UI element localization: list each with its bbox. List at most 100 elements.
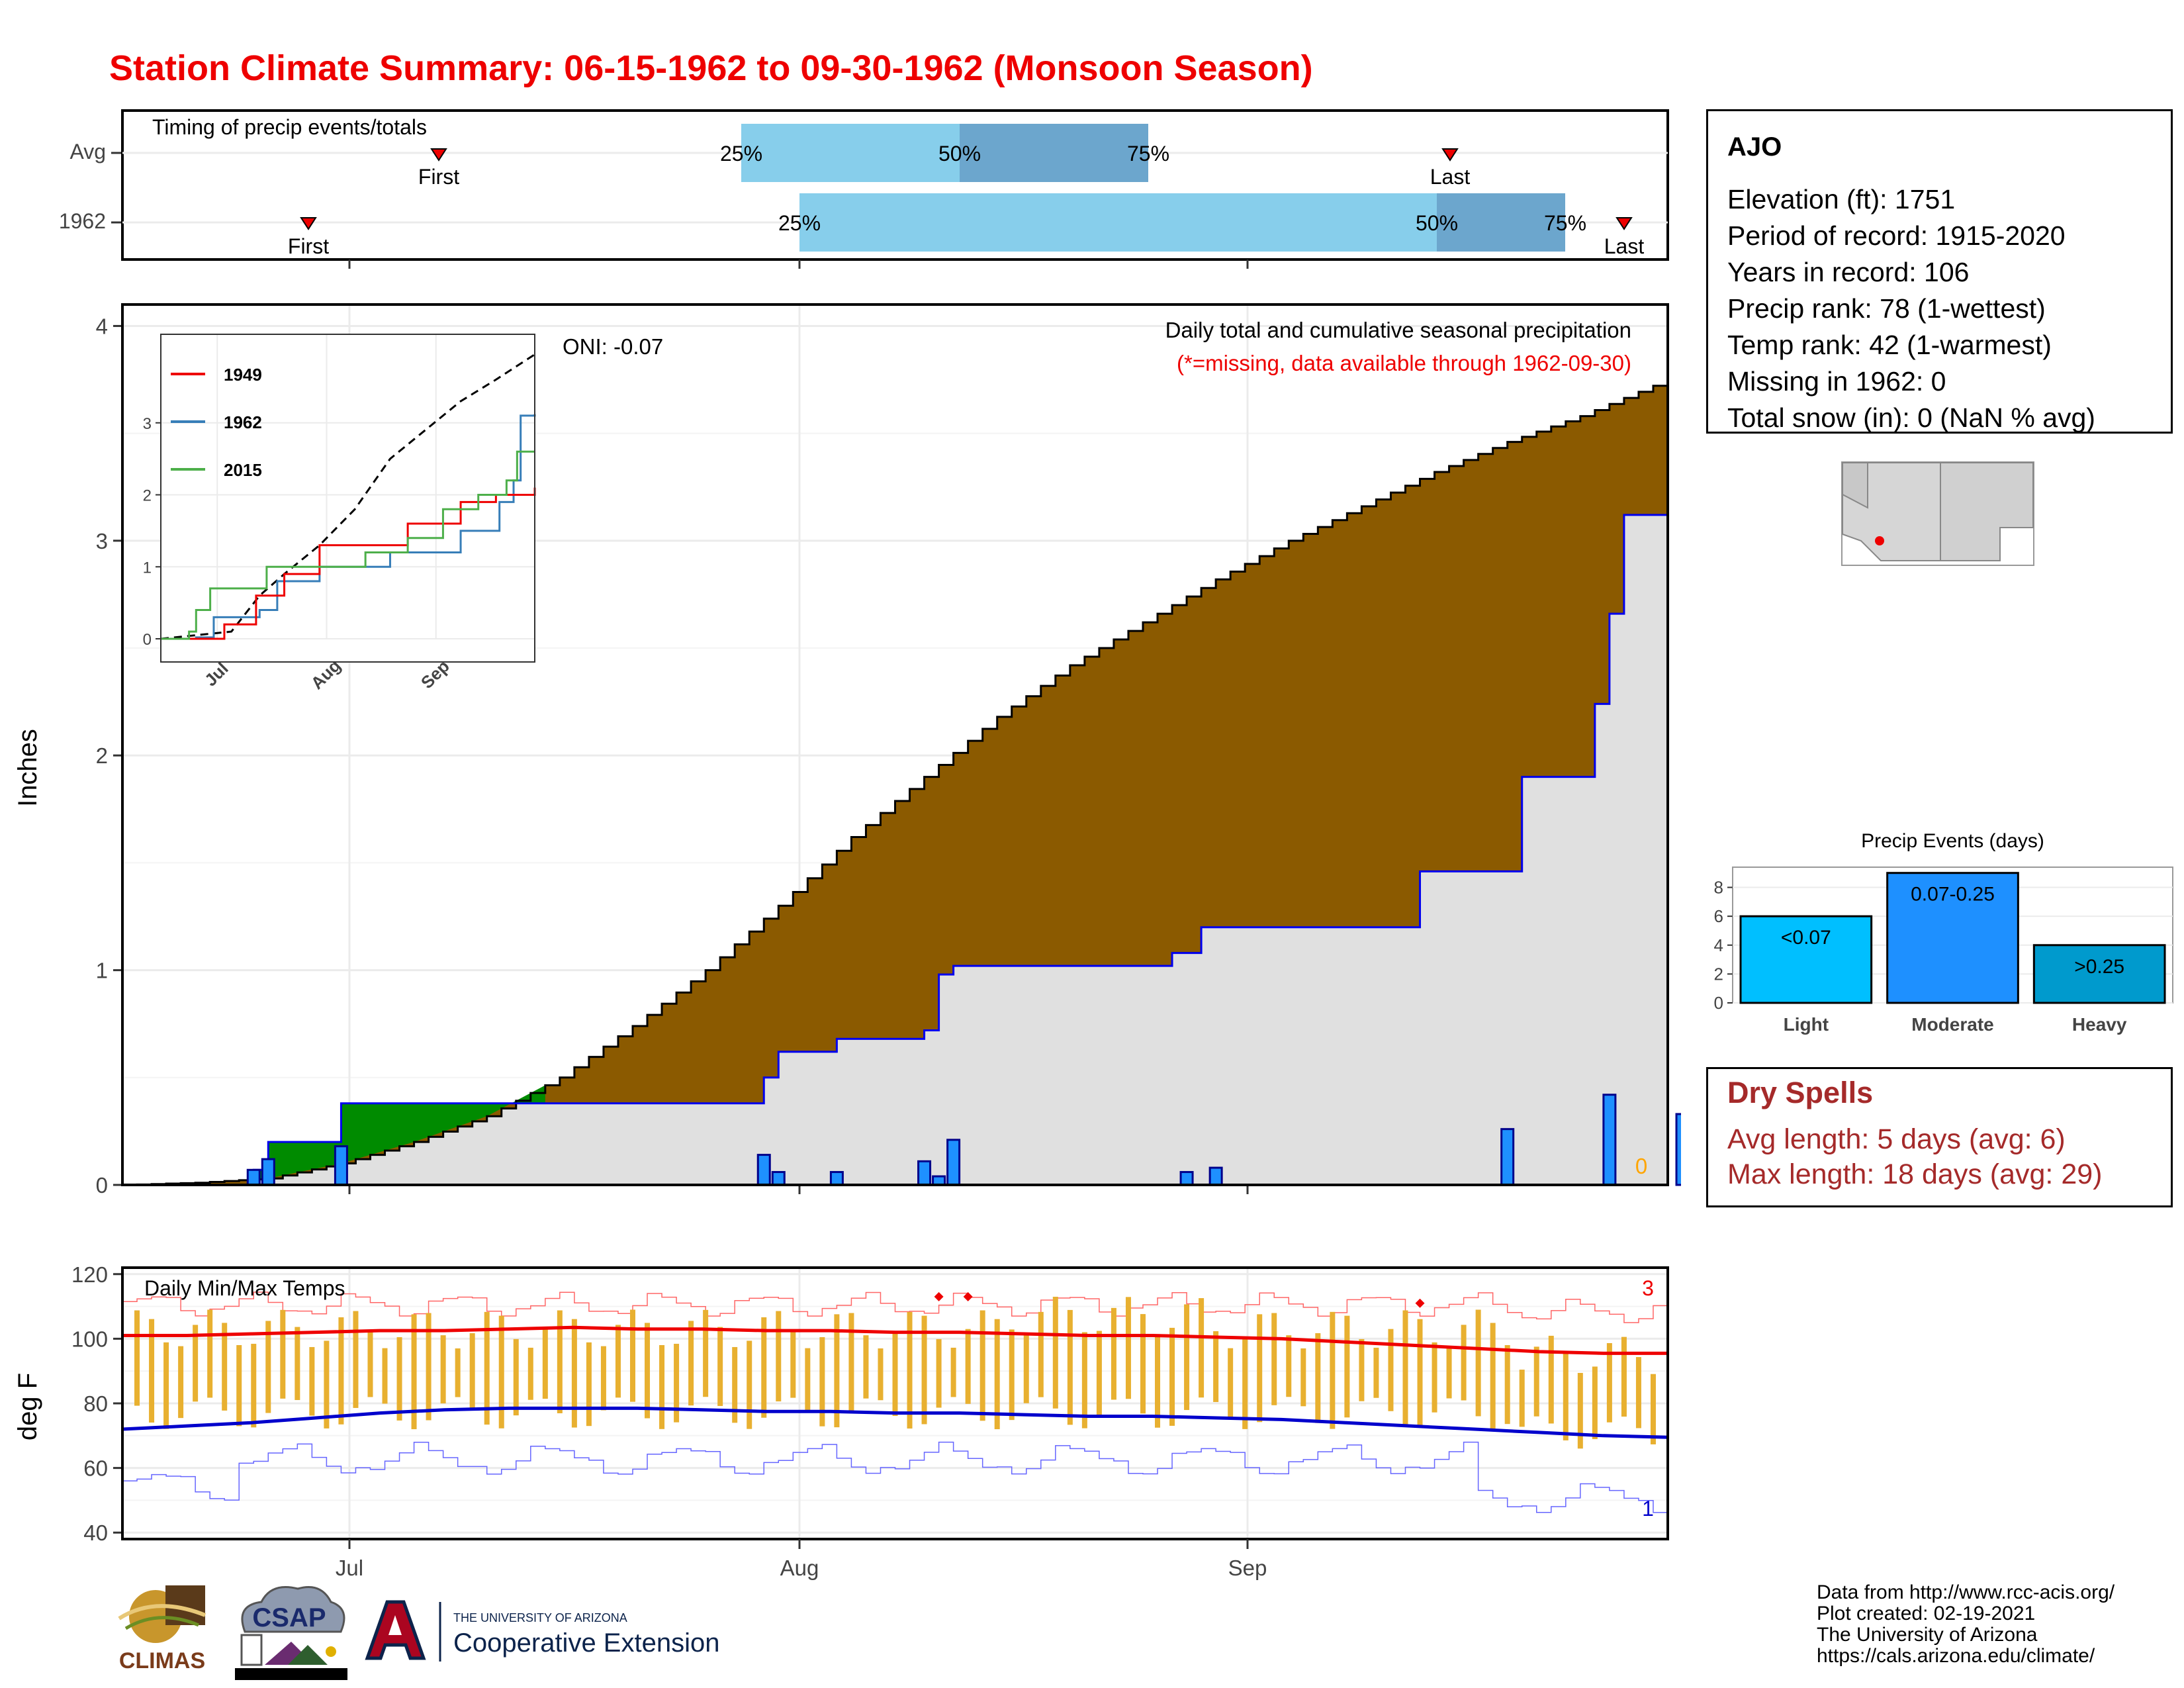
event-axis-label: Heavy [2072,1014,2127,1035]
timing-avg-75-label: 75% [1127,142,1169,165]
station-missing: Missing in 1962: 0 [1727,366,1946,397]
precip-ytick: 3 [96,529,108,553]
page-title: Station Climate Summary: 06-15-1962 to 0… [109,48,1313,88]
precip-note: (*=missing, data available through 1962-… [1177,351,1631,375]
daily-temp-bar [1548,1335,1554,1424]
csap-logo: CSAP [235,1586,347,1680]
daily-precip-bar [829,1171,844,1186]
record-low-line [122,1441,1668,1513]
events-ytick: 2 [1714,964,1723,984]
daily-temp-bar [411,1314,417,1430]
station-elevation: Elevation (ft): 1751 [1727,184,1956,214]
timing-panel: Avg 1962 Timing of precip events/totals … [59,109,1669,269]
daily-temp-bar [1081,1332,1087,1429]
daily-temp-bar [979,1310,985,1421]
avg-tmax-line [122,1325,1668,1355]
yr-first-marker [300,217,317,230]
daily-temp-bar [819,1336,825,1427]
station-snow: Total snow (in): 0 (NaN % avg) [1727,402,2095,433]
event-bar-label: <0.07 [1781,927,1831,949]
footer-line: Data from http://www.rcc-acis.org/ [1817,1581,2115,1603]
record-high-count: 3 [1642,1276,1654,1300]
inset-1949-line [161,487,536,640]
daily-temp-bar [600,1346,606,1411]
daily-temp-bar [353,1311,359,1408]
inset-xtick: Jul [201,659,232,690]
mini-bar-charts: 024683.11 inPrecip0102019 daysRain days0… [1681,583,2184,808]
daily-temp-bar [907,1311,913,1429]
daily-precip-bar [756,1154,771,1186]
events-ytick: 4 [1714,935,1723,955]
daily-temp-bar [805,1348,811,1411]
precip-ytick: 1 [96,959,108,983]
daily-temp-bar [1417,1319,1423,1427]
daily-temp-bar [571,1319,577,1428]
precip-ylabel: Inches [13,729,42,807]
inset-legend-1962: 1962 [224,412,262,432]
event-bar-label: >0.25 [2074,956,2124,978]
timing-1962-25-50 [799,193,1437,252]
daily-precip-bar [334,1145,348,1186]
daily-temp-bar [645,1323,651,1419]
yr-last-label: Last [1604,234,1645,258]
temp-frame [121,1266,1669,1540]
uofa-big-text: Cooperative Extension [453,1628,719,1658]
daily-precip-bar [1602,1094,1617,1186]
daily-temp-bar [1446,1346,1452,1399]
record-low-count: 1 [1642,1497,1654,1521]
footer-line: The University of Arizona [1817,1624,2038,1646]
avg-first-marker [430,148,447,162]
event-bar-moderate [1886,872,2019,1004]
daily-temp-bar [469,1333,475,1409]
daily-temp-bar [1111,1307,1116,1400]
daily-temp-bar [848,1313,854,1413]
daily-temp-bar [1300,1348,1306,1407]
surplus-fill [253,1085,545,1185]
daily-temp-bar [1315,1333,1321,1423]
temp-ytick: 100 [71,1327,108,1351]
daily-temp-bar [1490,1323,1496,1429]
daily-temp-bar [527,1347,533,1400]
daily-temp-bar [1228,1348,1234,1419]
daily-temp-bar [1359,1338,1365,1401]
daily-temp-bar [1067,1309,1073,1425]
temp-xtick-sep: Sep [1228,1556,1267,1580]
daily-temp-bar [426,1313,432,1421]
climas-logo: CLIMAS [118,1585,206,1673]
daily-temp-bar [440,1335,446,1404]
daily-temp-bar [965,1329,971,1404]
daily-temp-bar [557,1310,563,1413]
timing-1962-50-label: 50% [1416,211,1458,235]
daily-temp-bar [1373,1347,1379,1398]
daily-temp-bar [1155,1334,1161,1428]
precip-events-chart: Precip Events (days) 0 2 4 6 8 <0.07 Light 0.07-… [1714,830,2173,1035]
precip-ytick: 2 [96,743,108,768]
event-bar-heavy [2032,944,2166,1004]
inset-ytick: 0 [143,631,152,649]
temp-ytick: 60 [83,1456,108,1481]
daily-temp-bar [1242,1336,1248,1429]
daily-temp-bar [396,1337,402,1421]
daily-precip-bar [1675,1113,1681,1186]
daily-temp-bar [1621,1336,1627,1417]
daily-precip-bar [917,1160,932,1186]
station-name: AJO [1727,132,1782,162]
daily-temp-bar [863,1335,869,1399]
cumulative-avg-line [122,379,1669,1186]
daily-temp-bar [1461,1325,1467,1401]
daily-temp-bar [921,1315,927,1425]
daily-temp-bar [1286,1335,1292,1397]
precip-ytick: 0 [96,1173,108,1197]
daily-temp-bar [513,1338,519,1416]
event-bar-light [1739,915,1873,1004]
timing-avg-25-label: 25% [720,142,762,165]
uofa-small-text: THE UNIVERSITY OF ARIZONA [453,1611,627,1624]
daily-temp-bar [615,1325,621,1398]
daily-temp-bar [629,1309,635,1402]
temp-ytick: 120 [71,1262,108,1287]
daily-precip-bar [1500,1128,1515,1186]
daily-temp-bar [790,1331,796,1398]
daily-temp-bar [732,1346,738,1423]
station-location-dot [1875,536,1884,545]
inset-ytick: 3 [143,415,152,433]
